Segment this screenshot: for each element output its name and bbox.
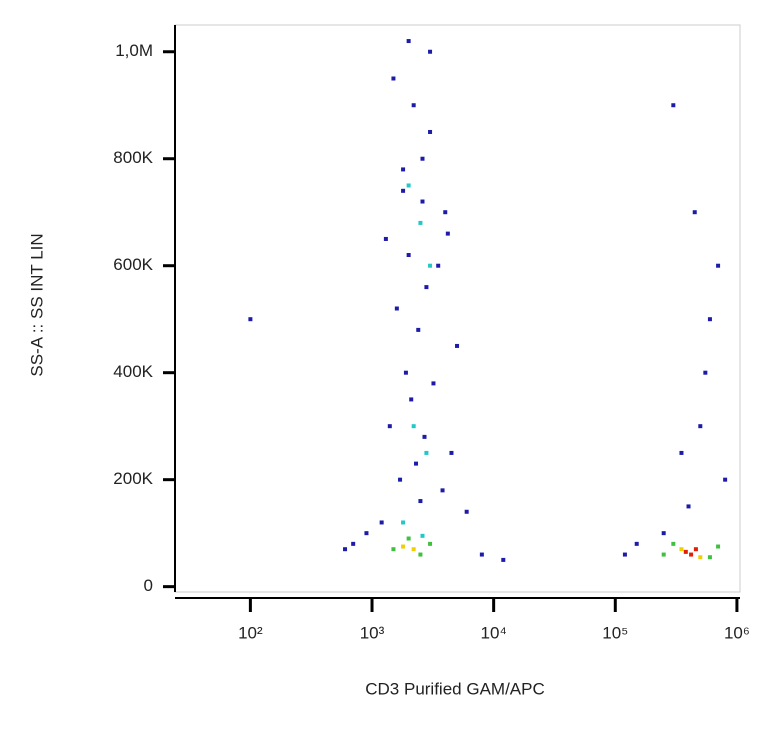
point bbox=[424, 450, 429, 455]
point bbox=[689, 552, 694, 557]
point bbox=[364, 531, 369, 536]
point bbox=[391, 76, 396, 81]
point bbox=[693, 547, 698, 552]
point bbox=[406, 536, 411, 541]
point bbox=[383, 236, 388, 241]
point bbox=[420, 533, 425, 538]
point bbox=[401, 544, 406, 549]
point bbox=[716, 544, 721, 549]
point bbox=[449, 450, 454, 455]
point bbox=[411, 547, 416, 552]
point bbox=[679, 547, 684, 552]
point bbox=[661, 552, 666, 557]
y-tick-label: 800K bbox=[113, 148, 153, 167]
point bbox=[428, 129, 433, 134]
point bbox=[479, 552, 484, 557]
point bbox=[416, 327, 421, 332]
point bbox=[671, 541, 676, 546]
point bbox=[394, 306, 399, 311]
point bbox=[436, 263, 441, 268]
point bbox=[351, 541, 356, 546]
point bbox=[406, 183, 411, 188]
point bbox=[692, 210, 697, 215]
x-tick-label: 10⁵ bbox=[602, 623, 628, 642]
y-tick-label: 600K bbox=[113, 255, 153, 274]
point bbox=[683, 549, 688, 554]
point bbox=[428, 541, 433, 546]
y-axis-label: SS-A :: SS INT LIN bbox=[27, 233, 46, 376]
point bbox=[428, 263, 433, 268]
point bbox=[401, 520, 406, 525]
point bbox=[445, 231, 450, 236]
point bbox=[411, 424, 416, 429]
point bbox=[379, 520, 384, 525]
x-tick-label: 10³ bbox=[360, 623, 385, 642]
point bbox=[387, 424, 392, 429]
point bbox=[671, 103, 676, 108]
y-tick-label: 200K bbox=[113, 469, 153, 488]
point bbox=[391, 547, 396, 552]
point bbox=[406, 39, 411, 44]
point bbox=[501, 557, 506, 562]
point bbox=[420, 199, 425, 204]
point bbox=[443, 210, 448, 215]
point bbox=[411, 103, 416, 108]
point bbox=[343, 547, 348, 552]
point bbox=[409, 397, 414, 402]
point bbox=[248, 317, 253, 322]
point bbox=[464, 509, 469, 514]
point bbox=[418, 499, 423, 504]
y-tick-label: 0 bbox=[144, 576, 153, 595]
point bbox=[686, 504, 691, 509]
point bbox=[401, 188, 406, 193]
point bbox=[707, 555, 712, 560]
point bbox=[422, 434, 427, 439]
point bbox=[622, 552, 627, 557]
x-axis-label: CD3 Purified GAM/APC bbox=[365, 679, 545, 698]
point bbox=[414, 461, 419, 466]
point bbox=[679, 450, 684, 455]
point bbox=[398, 477, 403, 482]
point bbox=[418, 552, 423, 557]
y-tick-label: 400K bbox=[113, 362, 153, 381]
point bbox=[707, 317, 712, 322]
point bbox=[440, 488, 445, 493]
point bbox=[703, 370, 708, 375]
point bbox=[418, 220, 423, 225]
point bbox=[634, 541, 639, 546]
point bbox=[455, 343, 460, 348]
x-tick-label: 10⁴ bbox=[481, 623, 507, 642]
point bbox=[424, 285, 429, 290]
point bbox=[403, 370, 408, 375]
point bbox=[431, 381, 436, 386]
point bbox=[698, 424, 703, 429]
point bbox=[420, 156, 425, 161]
point bbox=[698, 555, 703, 560]
plot-frame bbox=[174, 24, 741, 593]
point bbox=[428, 49, 433, 54]
x-tick-label: 10² bbox=[238, 623, 263, 642]
point bbox=[716, 263, 721, 268]
y-tick-label: 1,0M bbox=[115, 41, 153, 60]
x-tick-label: 10⁶ bbox=[724, 623, 750, 642]
point bbox=[406, 253, 411, 258]
point bbox=[723, 477, 728, 482]
point bbox=[401, 167, 406, 172]
point bbox=[661, 531, 666, 536]
